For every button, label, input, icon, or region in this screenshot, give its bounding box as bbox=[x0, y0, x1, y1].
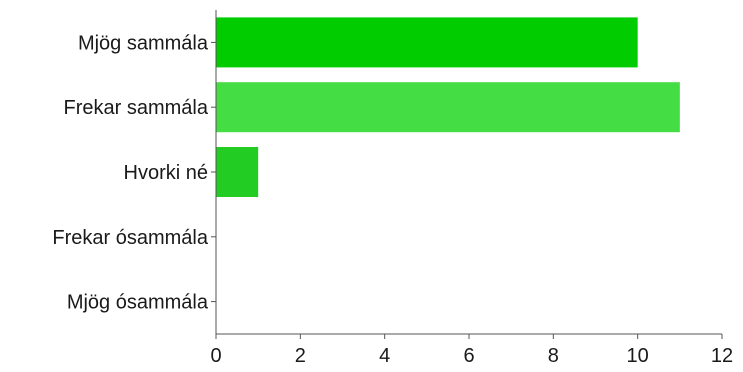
bar-2 bbox=[216, 147, 259, 197]
x-tick-label: 2 bbox=[295, 345, 306, 367]
category-label: Frekar sammála bbox=[64, 97, 209, 119]
category-label: Mjög ósammála bbox=[67, 292, 209, 314]
x-tick-label: 10 bbox=[627, 345, 649, 367]
x-tick-label: 8 bbox=[548, 345, 559, 367]
x-tick-label: 4 bbox=[379, 345, 390, 367]
x-tick-label: 6 bbox=[463, 345, 474, 367]
x-tick-label: 0 bbox=[210, 345, 221, 367]
category-label: Hvorki né bbox=[124, 162, 208, 184]
x-tick-label: 12 bbox=[711, 345, 733, 367]
category-labels: Mjög sammála Frekar sammála Hvorki né Freka… bbox=[52, 32, 208, 313]
bar-1 bbox=[216, 82, 680, 133]
bars-group bbox=[216, 17, 680, 197]
category-label: Mjög sammála bbox=[78, 32, 209, 54]
bar-0 bbox=[216, 17, 638, 68]
category-label: Frekar ósammála bbox=[52, 227, 208, 249]
x-axis-ticks: 0 2 4 6 8 10 12 bbox=[210, 334, 733, 367]
